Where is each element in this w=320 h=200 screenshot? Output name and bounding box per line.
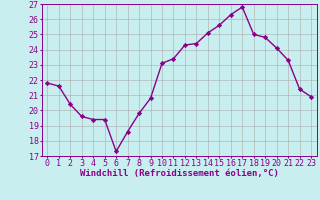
X-axis label: Windchill (Refroidissement éolien,°C): Windchill (Refroidissement éolien,°C): [80, 169, 279, 178]
